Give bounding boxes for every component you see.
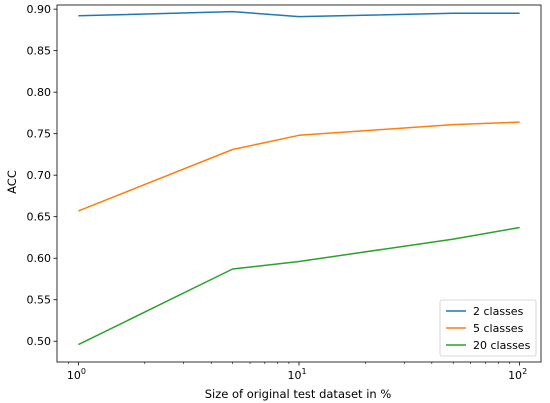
series-lines	[78, 10, 520, 346]
y-tick-label: 0.55	[27, 294, 52, 307]
y-axis-label-group: ACC	[5, 170, 19, 194]
legend-label: 20 classes	[473, 339, 531, 352]
legend-label: 2 classes	[473, 305, 524, 318]
x-tick-label: 100	[67, 367, 86, 382]
x-axis-label: Size of original test dataset in %	[205, 387, 392, 401]
y-tick-label: 0.60	[27, 252, 52, 265]
y-tick-label: 0.70	[27, 169, 52, 182]
y-tick-label: 0.85	[27, 45, 52, 58]
series-line-1	[78, 10, 520, 18]
x-tick-label: 101	[287, 367, 306, 382]
x-tick-label: 102	[508, 367, 527, 382]
y-tick-label: 0.90	[27, 3, 52, 16]
y-axis-label: ACC	[5, 170, 19, 194]
y-tick-label: 0.65	[27, 211, 52, 224]
axis-ticks: 0.50 0.55 0.60 0.65 0.70 0.75 0.80 0.85 0.90 100 1…	[27, 3, 528, 382]
series-line-2	[78, 121, 520, 212]
y-tick-label: 0.80	[27, 86, 52, 99]
y-tick-label: 0.50	[27, 335, 52, 348]
series-line-3	[78, 226, 520, 346]
legend-label: 5 classes	[473, 322, 524, 335]
plot-frame	[56, 4, 542, 363]
y-tick-label: 0.75	[27, 128, 52, 141]
legend: 2 classes 5 classes 20 classes	[439, 299, 537, 357]
legend-box	[439, 299, 537, 357]
